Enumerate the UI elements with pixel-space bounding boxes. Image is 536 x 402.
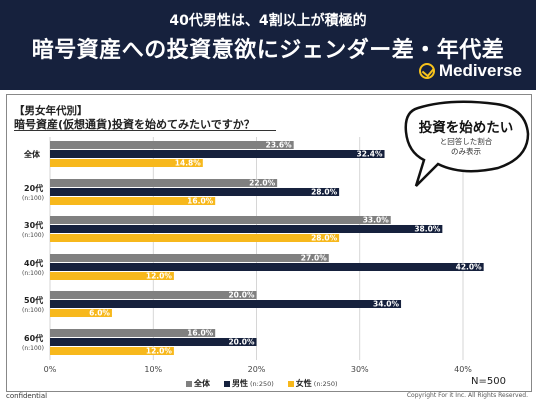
legend-label-all: 全体	[194, 379, 210, 388]
bar-value-label: 12.0%	[146, 272, 173, 281]
bar	[50, 141, 294, 149]
bar-value-label: 20.0%	[228, 338, 255, 347]
bar-value-label: 28.0%	[311, 234, 338, 243]
speech-bubble	[404, 100, 530, 187]
chart-tick-labels: 0% 10% 20% 30% 40%	[44, 365, 473, 374]
bar-value-label: 33.0%	[363, 216, 390, 225]
check-circle-icon	[418, 63, 435, 79]
x-tick-label: 40%	[454, 365, 472, 374]
bar	[50, 291, 257, 299]
callout-note-line2: のみ表示	[451, 147, 481, 156]
bar-value-label: 6.0%	[89, 309, 110, 318]
copyright: Copyright For it Inc. All Rights Reserve…	[406, 392, 528, 399]
bar	[50, 225, 443, 233]
bar	[50, 159, 203, 167]
category-label: 全体	[23, 149, 41, 159]
chart-legend: 全体 男性 (n:250) 女性 (n:250)	[186, 378, 338, 389]
bar-value-label: 27.0%	[301, 254, 328, 263]
legend-item-all: 全体	[186, 378, 210, 389]
bar	[50, 300, 402, 308]
bar	[50, 254, 329, 262]
bar	[50, 272, 174, 280]
sample-size: N=500	[471, 376, 506, 387]
bar	[50, 179, 278, 187]
header-title: 暗号資産への投資意欲にジェンダー差・年代差	[31, 38, 505, 63]
confidential-label: confidential	[6, 392, 48, 400]
callout-note: と回答した割合 のみ表示	[404, 137, 528, 157]
bar	[50, 329, 216, 337]
bar-value-label: 23.6%	[266, 141, 293, 150]
legend-label-female: 女性	[295, 379, 312, 388]
category-note: (n:100)	[22, 345, 44, 352]
legend-swatch-female	[287, 380, 294, 387]
callout-title: 投資を始めたい	[418, 120, 514, 136]
legend-swatch-male	[224, 380, 230, 387]
question-underline	[14, 130, 276, 131]
segment-label: 【男女年代別】	[14, 105, 88, 117]
chart-bars	[50, 141, 484, 355]
bar-value-label: 12.0%	[146, 347, 173, 356]
bar-value-label: 20.0%	[228, 291, 255, 300]
legend-label-male: 男性	[232, 379, 248, 388]
header-banner: 40代男性は、4割以上が積極的 暗号資産への投資意欲にジェンダー差・年代差 Me…	[0, 0, 536, 90]
x-tick-label: 0%	[44, 365, 57, 374]
bar-value-label: 34.0%	[373, 300, 400, 309]
bar	[50, 234, 340, 242]
category-note: (n:100)	[22, 270, 44, 277]
legend-item-male: 男性 (n:250)	[224, 378, 274, 389]
bar	[50, 188, 340, 196]
legend-swatch-all	[186, 380, 192, 387]
category-note: (n:100)	[22, 307, 44, 314]
bar	[50, 197, 216, 205]
bar-value-label: 16.0%	[187, 197, 214, 206]
bar	[50, 338, 257, 346]
chart-gridlines	[49, 137, 464, 360]
chart-category-labels: 全体 20代 (n:100) 30代 (n:100) 40代 (n:100) 50代 (n:10…	[22, 149, 44, 352]
bar	[50, 263, 484, 271]
bar-value-label: 42.0%	[456, 263, 483, 272]
category-label: 50代	[24, 295, 43, 305]
chart-value-labels: 23.6% 32.4% 14.8% 22.0% 28.0% 16.0% 33.0% 38.0%…	[89, 141, 482, 356]
x-tick-label: 20%	[248, 365, 266, 374]
legend-item-female: 女性 (n:250)	[287, 378, 338, 389]
category-label: 40代	[24, 258, 43, 268]
bar-value-label: 14.8%	[175, 159, 202, 168]
bar-value-label: 16.0%	[187, 329, 214, 338]
category-note: (n:100)	[22, 232, 44, 239]
brand-logo: Mediverse	[418, 61, 522, 81]
bar	[50, 347, 174, 355]
bar-value-label: 32.4%	[356, 150, 383, 159]
category-label: 60代	[24, 333, 43, 343]
bar	[50, 216, 391, 224]
bar	[50, 309, 112, 317]
bar-value-label: 22.0%	[249, 179, 276, 188]
x-tick-label: 10%	[144, 365, 162, 374]
bar-value-label: 28.0%	[311, 188, 338, 197]
legend-note-male: (n:250)	[250, 379, 274, 388]
bar	[50, 150, 385, 158]
bar-value-label: 38.0%	[414, 225, 441, 234]
category-label: 20代	[24, 183, 43, 193]
brand-name: Mediverse	[438, 61, 522, 80]
header-subtitle: 40代男性は、4割以上が積極的	[169, 13, 367, 29]
category-label: 30代	[24, 220, 43, 230]
category-note: (n:100)	[22, 195, 44, 202]
legend-note-female: (n:250)	[313, 379, 338, 388]
callout-note-line1: と回答した割合	[439, 137, 493, 146]
survey-question: 暗号資産(仮想通貨)投資を始めてみたいですか？	[14, 118, 255, 131]
x-tick-label: 30%	[351, 365, 369, 374]
